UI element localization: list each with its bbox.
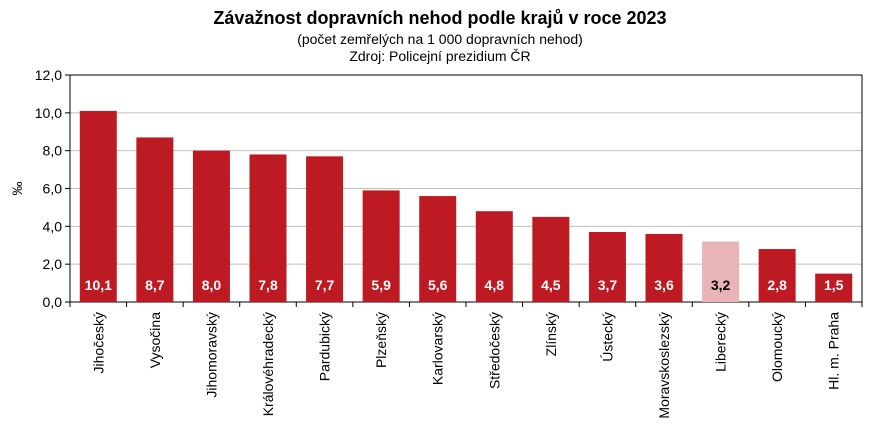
x-tick-label: Moravskoslezský (656, 312, 672, 419)
data-label: 5,9 (371, 277, 391, 293)
data-label: 7,7 (315, 277, 335, 293)
data-label: 8,7 (145, 277, 165, 293)
bar (645, 233, 683, 302)
chart-title: Závažnost dopravních nehod podle krajů v… (213, 8, 667, 28)
chart-subtitle: (počet zemřelých na 1 000 dopravních neh… (297, 31, 583, 47)
bar (815, 273, 853, 302)
y-tick-label: 2,0 (43, 256, 63, 272)
data-label: 8,0 (202, 277, 222, 293)
data-label: 3,7 (598, 277, 618, 293)
x-tick-label: Jihočeský (90, 312, 106, 373)
data-label: 7,8 (258, 277, 278, 293)
bar (362, 190, 400, 302)
x-tick-label: Hl. m. Praha (826, 312, 842, 390)
x-tick-label: Ústecký (599, 312, 615, 362)
bar (249, 154, 287, 302)
x-tick-label: Zlínský (543, 312, 559, 356)
x-tick-label: Liberecký (713, 312, 729, 372)
data-label: 2,8 (767, 277, 787, 293)
x-tick-label: Pardubický (317, 312, 333, 381)
y-tick-label: 12,0 (35, 67, 62, 83)
x-tick-label: Karlovarský (430, 312, 446, 385)
bar (702, 241, 740, 302)
x-tick-label: Královéhradecký (260, 312, 276, 416)
data-label: 3,6 (654, 277, 674, 293)
x-tick-label: Plzeňský (373, 312, 389, 368)
data-label: 4,5 (541, 277, 561, 293)
x-tick-label: Středočeský (486, 312, 502, 389)
x-tick-label: Vysočina (147, 312, 163, 369)
data-label: 10,1 (85, 277, 112, 293)
bar (79, 110, 117, 302)
y-tick-label: 8,0 (43, 143, 63, 159)
bar (758, 249, 796, 302)
data-label: 3,2 (711, 277, 731, 293)
bar (475, 211, 513, 302)
bar (588, 232, 626, 302)
bar (532, 216, 570, 302)
bar (192, 150, 230, 302)
y-tick-label: 4,0 (43, 218, 63, 234)
chart-source: Zdroj: Policejní prezidium ČR (349, 48, 531, 64)
bar (306, 156, 344, 302)
y-tick-label: 0,0 (43, 294, 63, 310)
bar (419, 196, 457, 302)
data-label: 4,8 (485, 277, 505, 293)
bar (136, 137, 174, 302)
data-label: 1,5 (824, 277, 844, 293)
y-tick-label: 10,0 (35, 105, 62, 121)
x-tick-label: Olomoucký (769, 312, 785, 382)
x-tick-label: Jihomoravský (203, 312, 219, 398)
y-axis-label: ‰ (9, 182, 25, 196)
y-tick-label: 6,0 (43, 181, 63, 197)
data-label: 5,6 (428, 277, 448, 293)
